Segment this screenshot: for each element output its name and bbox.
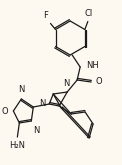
Text: H₂N: H₂N: [9, 141, 25, 150]
Text: O: O: [95, 78, 102, 86]
Text: N: N: [63, 79, 69, 88]
Text: O: O: [2, 106, 8, 115]
Text: N: N: [33, 126, 40, 135]
Text: F: F: [43, 12, 48, 20]
Text: N: N: [18, 85, 25, 94]
Text: NH: NH: [86, 62, 99, 70]
Text: N: N: [39, 99, 45, 109]
Text: Cl: Cl: [85, 9, 93, 17]
